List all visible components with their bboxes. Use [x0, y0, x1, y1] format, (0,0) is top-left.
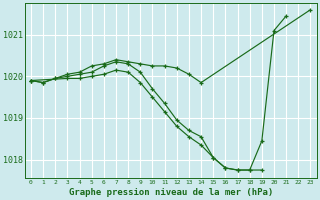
X-axis label: Graphe pression niveau de la mer (hPa): Graphe pression niveau de la mer (hPa): [68, 188, 273, 197]
